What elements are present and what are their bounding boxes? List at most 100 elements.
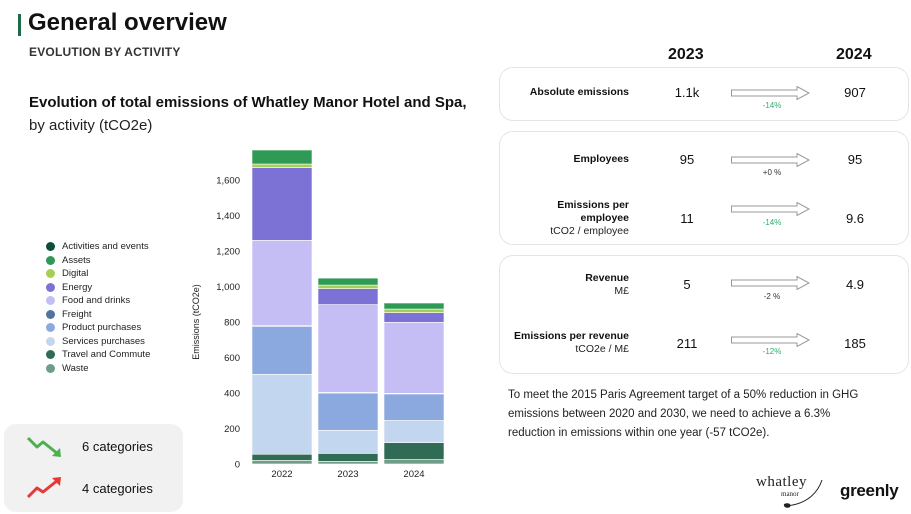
- legend-swatch: [46, 255, 55, 265]
- legend-item: Waste: [46, 362, 150, 376]
- kpi-employees-label: Employees: [573, 153, 629, 165]
- bar-segment-travel-and-commute: [317, 453, 379, 462]
- legend-swatch: [46, 269, 55, 279]
- bar-segment-services-purchases: [317, 429, 379, 454]
- legend-item: Activities and events: [46, 240, 150, 254]
- bar-segment-assets: [383, 302, 445, 310]
- legend-label: Assets: [62, 254, 91, 266]
- y-tick-label: 1,200: [216, 247, 240, 258]
- kpi-employees-2024: 95: [847, 152, 863, 167]
- bar-segment-food-and-drinks: [383, 322, 445, 394]
- kpi-per-employee-label-line2: employee: [580, 212, 629, 224]
- bar-segment-energy: [383, 312, 445, 323]
- bar-segment-product-purchases: [383, 393, 445, 421]
- bar-segment-digital: [317, 284, 379, 289]
- legend-item: Food and drinks: [46, 294, 150, 308]
- kpi-per-revenue-2023: 211: [676, 336, 698, 351]
- kpi-absolute-2024: 907: [844, 85, 866, 100]
- kpi-per-revenue-2024: 185: [844, 336, 866, 351]
- legend-label: Waste: [62, 362, 89, 374]
- comparison-arrow-icon: [731, 86, 811, 100]
- y-axis-label: Emissions (tCO2e): [191, 284, 201, 360]
- y-tick-label: 200: [224, 424, 240, 435]
- bar-segment-product-purchases: [251, 326, 313, 375]
- chart-title: Evolution of total emissions of Whatley …: [29, 94, 467, 111]
- whatley-logo-swoosh-icon: [783, 479, 823, 508]
- legend-item: Digital: [46, 267, 150, 281]
- kpi-per-revenue-unit: tCO2e / M£: [575, 343, 629, 355]
- bar-segment-product-purchases: [317, 392, 379, 431]
- revenue-card: [499, 255, 909, 374]
- kpi-per-employee-2023: 11: [680, 211, 694, 226]
- comparison-arrow-icon: [731, 276, 811, 290]
- bar-segment-digital: [251, 163, 313, 168]
- chart-subtitle: by activity (tCO2e): [29, 117, 153, 134]
- comparison-arrow-icon: [731, 333, 811, 347]
- greenly-logo: greenly: [840, 481, 899, 500]
- legend-label: Energy: [62, 281, 93, 293]
- bar-segment-energy: [317, 288, 379, 305]
- bar-segment-digital: [383, 308, 445, 313]
- bar-segment-activities-and-events: [383, 302, 445, 304]
- whatley-logo-text: whatley: [756, 474, 807, 490]
- page-subtitle: EVOLUTION BY ACTIVITY: [29, 45, 181, 59]
- trend-down-row: 6 categories: [24, 434, 153, 458]
- legend-swatch: [46, 336, 55, 346]
- y-tick-label: 0: [235, 460, 240, 471]
- comparison-arrow-icon: [731, 153, 811, 167]
- bar-segment-food-and-drinks: [317, 304, 379, 393]
- kpi-revenue-2024: 4.9: [845, 277, 865, 292]
- legend-label: Freight: [62, 308, 92, 320]
- legend-swatch: [46, 282, 55, 292]
- legend-item: Freight: [46, 308, 150, 322]
- year-2024-header: 2024: [836, 46, 872, 63]
- x-tick-label: 2022: [271, 469, 292, 480]
- kpi-employees-2023: 95: [679, 152, 695, 167]
- legend-swatch: [46, 309, 55, 319]
- trend-down-label: 6 categories: [82, 438, 153, 454]
- title-accent-bar: [18, 14, 21, 36]
- legend-swatch: [46, 350, 55, 360]
- legend-item: Services purchases: [46, 335, 150, 349]
- legend-label: Digital: [62, 268, 89, 280]
- bar-segment-travel-and-commute: [383, 442, 445, 460]
- kpi-per-employee-unit: tCO2 / employee: [550, 225, 629, 237]
- legend-swatch: [46, 242, 55, 252]
- legend-label: Activities and events: [62, 241, 149, 253]
- y-tick-label: 800: [224, 318, 240, 329]
- kpi-per-employee-label: Emissions per employee tCO2 / employee: [550, 199, 629, 238]
- kpi-employees-change: +0 %: [762, 168, 782, 177]
- kpi-revenue-label-block: Revenue M£: [585, 272, 629, 298]
- kpi-per-revenue-label-block: Emissions per revenue tCO2e / M£: [514, 330, 629, 356]
- legend-item: Energy: [46, 281, 150, 295]
- bar-segment-waste: [383, 459, 445, 465]
- year-2023-header: 2023: [668, 46, 704, 63]
- bar-segment-assets: [251, 149, 313, 165]
- paris-agreement-note: To meet the 2015 Paris Agreement target …: [508, 389, 859, 439]
- y-tick-label: 400: [224, 389, 240, 400]
- bar-segment-activities-and-events: [251, 149, 313, 151]
- chart-legend: Activities and events Assets Digital Energy…: [46, 240, 150, 375]
- bar-segment-waste: [317, 461, 379, 465]
- bar-segment-assets: [317, 277, 379, 286]
- bar-segment-services-purchases: [383, 420, 445, 444]
- kpi-absolute-label: Absolute emissions: [529, 86, 629, 98]
- whatley-logo-subtext: manor: [781, 490, 799, 498]
- y-tick-label: 1,400: [216, 211, 240, 222]
- kpi-revenue-label: Revenue: [585, 272, 629, 284]
- legend-label: Food and drinks: [62, 295, 131, 307]
- x-tick-label: 2023: [337, 469, 358, 480]
- trend-up-label: 4 categories: [82, 480, 153, 496]
- kpi-per-employee-2024: 9.6: [845, 211, 865, 226]
- legend-label: Services purchases: [62, 335, 145, 347]
- bar-segment-activities-and-events: [317, 277, 379, 279]
- y-tick-label: 600: [224, 353, 240, 364]
- trend-down-arrow-icon: [26, 436, 61, 457]
- legend-item: Assets: [46, 254, 150, 268]
- kpi-per-employee-change: -14%: [762, 218, 782, 227]
- bar-segment-food-and-drinks: [251, 240, 313, 326]
- legend-label: Travel and Commute: [62, 349, 151, 361]
- bar-segment-services-purchases: [251, 374, 313, 455]
- bar-segment-energy: [251, 167, 313, 241]
